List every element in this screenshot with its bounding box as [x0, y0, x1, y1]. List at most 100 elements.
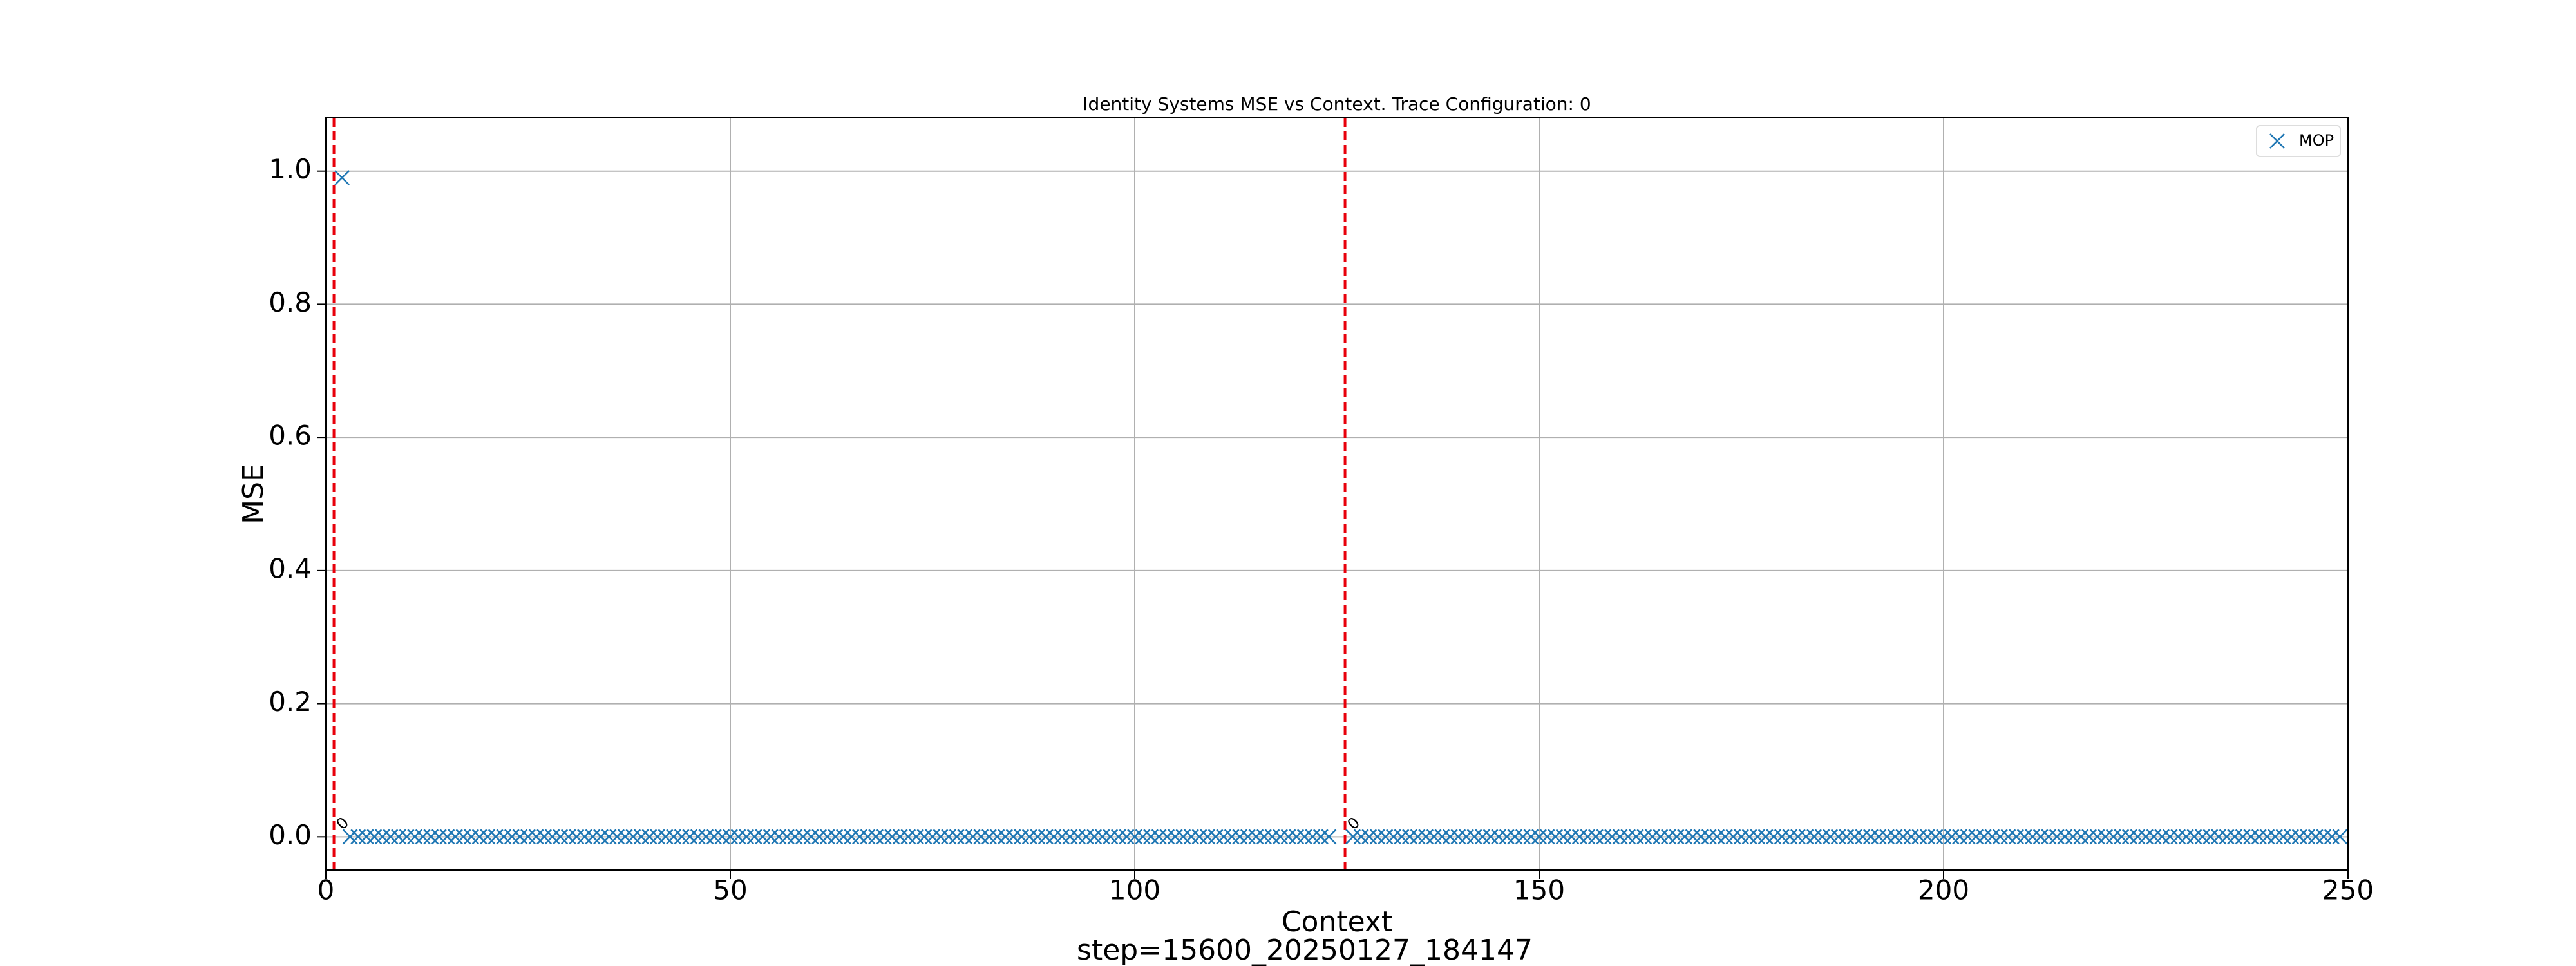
marker	[658, 829, 674, 845]
marker	[2251, 829, 2267, 845]
chart-title: Identity Systems MSE vs Context. Trace C…	[1083, 93, 1591, 115]
marker	[1685, 829, 1701, 845]
marker	[1273, 829, 1288, 845]
marker	[2332, 829, 2348, 845]
marker	[1993, 829, 2008, 845]
marker	[1289, 829, 1305, 845]
marker	[415, 829, 431, 845]
marker	[1054, 829, 1070, 845]
marker	[2195, 829, 2210, 845]
marker	[706, 829, 722, 845]
marker	[1305, 829, 1321, 845]
marker	[2057, 829, 2073, 845]
legend-marker	[2269, 133, 2285, 149]
marker	[835, 829, 851, 845]
marker	[1596, 829, 1612, 845]
marker	[1952, 829, 1968, 845]
marker	[1459, 829, 1474, 845]
marker	[399, 829, 415, 845]
marker	[1790, 829, 1806, 845]
marker	[544, 829, 560, 845]
x-tick-label: 100	[1109, 875, 1160, 906]
marker	[1636, 829, 1653, 845]
marker	[464, 829, 479, 845]
marker	[2138, 829, 2154, 845]
marker	[1386, 829, 1401, 845]
legend-box	[2256, 125, 2341, 157]
marker	[1968, 829, 1984, 845]
marker	[536, 829, 553, 845]
marker	[1037, 829, 1054, 845]
marker	[1491, 829, 1507, 845]
marker	[641, 829, 658, 845]
marker	[2275, 829, 2291, 845]
marker	[1936, 829, 1951, 845]
x-tick-label: 250	[2322, 875, 2374, 906]
marker	[2268, 829, 2283, 845]
marker	[1846, 829, 1862, 845]
x-tick-label: 200	[1918, 875, 1969, 906]
marker	[1078, 829, 1094, 845]
marker	[1361, 829, 1378, 845]
marker	[1855, 829, 1871, 845]
marker	[1895, 829, 1911, 845]
y-tick-label: 0.4	[269, 553, 312, 584]
marker	[512, 829, 528, 845]
marker	[1661, 829, 1676, 845]
marker	[682, 829, 698, 845]
marker	[1879, 829, 1895, 845]
marker	[1863, 829, 1879, 845]
marker	[1806, 829, 1822, 845]
marker	[1062, 829, 1078, 845]
marker	[2170, 829, 2186, 845]
marker	[407, 829, 423, 845]
marker	[569, 829, 585, 845]
marker	[625, 829, 641, 845]
marker	[739, 829, 755, 845]
marker	[423, 829, 439, 845]
marker	[350, 829, 366, 845]
marker	[520, 829, 536, 845]
marker	[787, 829, 803, 845]
marker	[730, 829, 746, 845]
marker	[1984, 829, 2000, 845]
marker	[2307, 829, 2324, 845]
marker	[779, 829, 795, 845]
marker	[2073, 829, 2089, 845]
marker	[1378, 829, 1394, 845]
marker	[1919, 829, 1935, 845]
marker	[1175, 829, 1191, 845]
marker	[1394, 829, 1410, 845]
marker	[868, 829, 884, 845]
marker	[2025, 829, 2041, 845]
marker	[1086, 829, 1103, 845]
marker	[1216, 829, 1232, 845]
marker	[448, 829, 463, 845]
marker	[1911, 829, 1927, 845]
marker	[1823, 829, 1839, 845]
marker	[633, 829, 649, 845]
marker	[1555, 829, 1571, 845]
marker	[1475, 829, 1490, 845]
marker	[1167, 829, 1183, 845]
marker	[1774, 829, 1790, 845]
marker	[1903, 829, 1919, 845]
marker	[884, 829, 900, 845]
marker	[723, 829, 738, 845]
marker	[1580, 829, 1596, 845]
y-tick-label: 0.8	[269, 287, 312, 318]
marker	[916, 829, 933, 845]
x-tick-label: 0	[317, 875, 335, 906]
y-tick-label: 0.6	[269, 420, 312, 451]
y-tick-label: 1.0	[269, 153, 312, 185]
marker	[496, 829, 512, 845]
marker	[585, 829, 601, 845]
marker	[1296, 829, 1312, 845]
marker	[811, 829, 828, 845]
marker	[1200, 829, 1215, 845]
marker	[2065, 829, 2081, 845]
marker	[925, 829, 940, 845]
marker	[1418, 829, 1434, 845]
marker	[504, 829, 520, 845]
